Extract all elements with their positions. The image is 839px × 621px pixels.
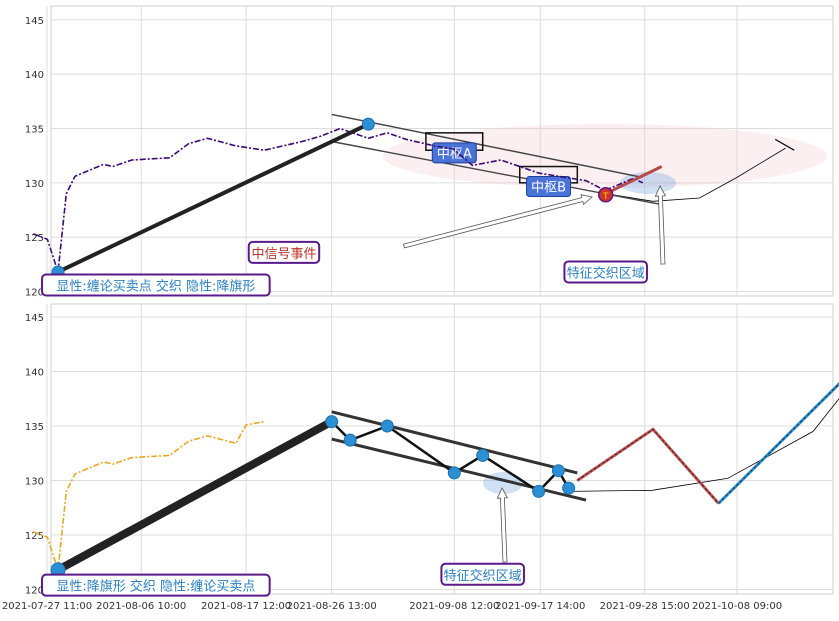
pivot-marker xyxy=(563,482,575,494)
y-tick-label: 140 xyxy=(25,70,44,81)
x-tick-label: 2021-09-17 14:00 xyxy=(495,601,585,612)
y-tick-label: 135 xyxy=(25,125,44,136)
pivot-marker xyxy=(326,416,338,428)
y-tick-label: 130 xyxy=(25,477,44,488)
pivot-marker xyxy=(344,434,356,446)
annotation-text: 特征交织区域 xyxy=(567,265,645,281)
annotation-text: 中信号事件 xyxy=(251,247,316,262)
pivot-marker xyxy=(552,465,564,477)
annotation-text: 显性:降旗形 交织 隐性:缠论买卖点 xyxy=(56,579,255,595)
x-tick-label: 2021-09-28 15:00 xyxy=(600,601,690,612)
x-tick-label: 2021-08-26 13:00 xyxy=(287,601,377,612)
pivot-marker xyxy=(448,467,460,479)
x-tick-label: 2021-08-17 12:00 xyxy=(201,601,291,612)
pivot-marker xyxy=(362,118,374,130)
y-tick-label: 135 xyxy=(25,422,44,433)
signal-marker-label: T xyxy=(602,192,609,202)
y-tick-label: 140 xyxy=(25,368,44,379)
y-tick-label: 145 xyxy=(25,313,44,324)
zhongshu-label: 中枢B xyxy=(531,181,566,196)
x-tick-label: 2021-10-08 09:00 xyxy=(692,601,782,612)
panel-1: 120125130135140145中枢A中枢BT中信号事件特征交织区域显性:缠… xyxy=(25,6,833,299)
x-tick-label: 2021-08-06 10:00 xyxy=(96,601,186,612)
plot-area xyxy=(51,304,833,594)
annotation-text: 显性:缠论买卖点 交织 隐性:降旗形 xyxy=(56,279,255,295)
pivot-marker xyxy=(477,449,489,461)
x-tick-label: 2021-09-08 12:00 xyxy=(409,601,499,612)
pivot-marker xyxy=(533,485,545,497)
y-tick-label: 130 xyxy=(25,179,44,190)
pivot-marker xyxy=(381,420,393,432)
y-tick-label: 145 xyxy=(25,16,44,27)
annotation-text: 特征交织区域 xyxy=(444,568,522,584)
x-tick-label: 2021-07-27 11:00 xyxy=(2,601,92,612)
